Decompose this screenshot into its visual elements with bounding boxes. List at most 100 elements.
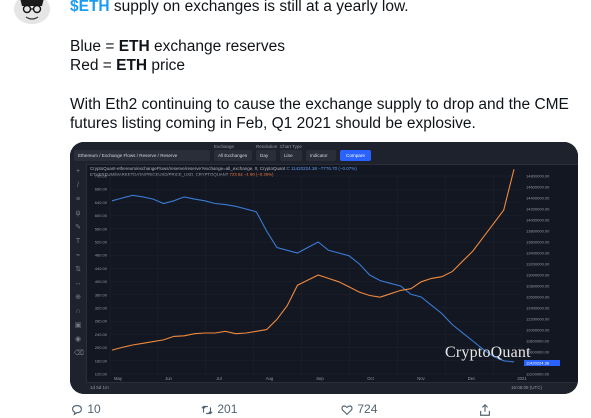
x-axis-label: Oct: [367, 376, 374, 381]
right-axis-tick: 11600000.00: [526, 350, 550, 355]
right-axis-tick: 14200000.00: [526, 207, 550, 212]
share-icon: [480, 403, 490, 416]
chart-type-label: Chart Type: [280, 144, 302, 149]
exchange-select[interactable]: All Exchanges: [214, 150, 252, 161]
right-axis-tick: 12600000.00: [526, 295, 550, 300]
tweet-line-3-bold: ETH: [116, 57, 148, 74]
left-axis-tick: 440.00: [95, 266, 108, 271]
retweet-count: 201: [217, 402, 238, 416]
legend-price-label: ETHEREUM/MARKETDATA/PRICEUSD/PRICE_USD, …: [90, 172, 229, 177]
chart-legend-reserve: CryptoQuant-ethereum/exchangeFlows/reser…: [90, 166, 357, 171]
price-line: [111, 169, 515, 351]
x-axis-label: 2021: [517, 376, 527, 381]
left-axis-tick: 240.00: [95, 332, 108, 337]
current-value-marker: [524, 360, 560, 366]
like-count: 724: [357, 402, 378, 416]
x-axis-label: Nov: [417, 376, 425, 381]
reply-count: 10: [87, 402, 101, 416]
resolution-select[interactable]: Day: [256, 150, 276, 161]
right-axis-tick: 13800000.00: [526, 229, 550, 234]
left-axis-tick: 400.00: [95, 279, 108, 284]
avatar-face-icon: [14, 0, 50, 24]
chart-bottom-bar: 1d 5d 1m 16:05:08 (UTC): [86, 382, 578, 394]
reply-button[interactable]: 10: [70, 402, 101, 417]
tweet-line-3-prefix: Red =: [70, 57, 117, 74]
right-axis-tick: 14000000.00: [526, 218, 550, 223]
left-axis-tick: 640.00: [95, 200, 108, 205]
left-axis-tick: 600.00: [95, 213, 108, 218]
right-axis-tick: 12200000.00: [526, 317, 550, 322]
drawing-toolbar: + / ≡ ψ ✎ T ⌁ ⇅ ↔ ⊕ ∩ ▣ ◉ ⌫: [70, 164, 87, 394]
right-axis-tick: 14600000.00: [526, 185, 550, 190]
exchange-label: Exchange: [214, 144, 235, 149]
right-axis-tick: 12400000.00: [526, 306, 550, 311]
trash-icon[interactable]: ⌫: [74, 350, 84, 357]
resolution-label: Resolution: [256, 144, 278, 149]
tweet-line-2-rest: exchange reserves: [149, 38, 285, 55]
tweet-line-1: $ETH supply on exchanges is still at a y…: [70, 0, 409, 16]
right-axis-tick: 14400000.00: [526, 196, 550, 201]
retweet-icon: [201, 405, 213, 415]
left-axis-tick: 200.00: [95, 345, 108, 350]
tweet-line-5: futures listing coming in Feb, Q1 2021 s…: [70, 115, 476, 132]
right-axis-tick: 11420224.38: [526, 361, 550, 366]
tweet-line-1-text: supply on exchanges is still at a yearly…: [109, 0, 409, 15]
horizontal-line-icon[interactable]: ≡: [75, 196, 81, 203]
right-axis-tick: 13200000.00: [526, 262, 550, 267]
left-axis-tick: 680.00: [95, 187, 108, 192]
reply-icon: [72, 404, 82, 416]
tweet-line-2-prefix: Blue =: [70, 38, 119, 55]
reserve-line: [111, 194, 515, 363]
right-axis-tick: 13000000.00: [526, 273, 550, 278]
chart-image[interactable]: Ethereum / Exchange Flows / Reserve / Re…: [70, 142, 578, 394]
right-axis-tick: 11800000.00: [526, 339, 550, 344]
right-axis-tick: 12800000.00: [526, 284, 550, 289]
chart-legend-price: ETHEREUM/MARKETDATA/PRICEUSD/PRICE_USD, …: [90, 172, 274, 177]
like-button[interactable]: 724: [340, 402, 377, 417]
range-buttons[interactable]: 1d 5d 1m: [90, 385, 109, 390]
brush-icon[interactable]: ✎: [75, 224, 81, 231]
x-axis-label: Jun: [165, 376, 172, 381]
measure-icon[interactable]: ↔: [74, 280, 82, 287]
left-axis-tick: 700.00: [95, 174, 108, 179]
left-axis-tick: 280.00: [95, 319, 108, 324]
tweet-line-3: Red = ETH price: [70, 57, 185, 75]
pattern-icon[interactable]: ⌁: [75, 252, 81, 259]
magnet-icon[interactable]: ∩: [75, 308, 81, 315]
left-axis-tick: 560.00: [95, 226, 108, 231]
tweet-line-4: With Eth2 continuing to cause the exchan…: [70, 96, 569, 113]
prediction-icon[interactable]: ⇅: [75, 266, 81, 273]
trendline-icon[interactable]: /: [77, 182, 79, 189]
indicator-button[interactable]: Indicator: [306, 150, 336, 161]
right-axis-tick: 13600000.00: [526, 240, 550, 245]
tweet-line-2-bold: ETH: [118, 38, 150, 55]
right-axis-tick: 12000000.00: [526, 328, 550, 333]
x-axis-label: Sep: [316, 376, 324, 381]
zoom-icon[interactable]: ⊕: [75, 294, 81, 301]
x-axis-label: May: [114, 376, 123, 381]
legend-reserve-label: CryptoQuant-ethereum/exchangeFlows/reser…: [90, 166, 286, 171]
lock-icon[interactable]: ▣: [74, 322, 82, 329]
retweet-button[interactable]: 201: [200, 402, 237, 417]
chart-timestamp: 16:05:08 (UTC): [510, 385, 542, 390]
left-axis-tick: 480.00: [95, 253, 108, 258]
share-button[interactable]: [478, 402, 492, 417]
compare-button[interactable]: Compare: [340, 150, 371, 161]
tweet-line-3-rest: price: [147, 57, 186, 74]
avatar[interactable]: [14, 0, 50, 24]
metric-breadcrumb-select[interactable]: Ethereum / Exchange Flows / Reserve / Re…: [74, 150, 210, 161]
pitchfork-icon[interactable]: ψ: [75, 210, 81, 217]
left-axis-tick: 360.00: [95, 292, 108, 297]
x-axis-label: Jul: [216, 376, 221, 381]
right-axis-tick: 14800000.00: [526, 174, 550, 179]
x-axis-label: Aug: [266, 376, 274, 381]
reserve-price-chart: 700.00 680.00 640.00 600.00 560.00 520.00 480.…: [95, 169, 560, 381]
x-axis-label: Dec: [468, 376, 475, 381]
legend-price-value: 723.54 −1.90 (−0.26%): [229, 172, 274, 177]
eye-icon[interactable]: ◉: [74, 336, 82, 343]
eth-cashtag-link[interactable]: $ETH: [70, 0, 110, 15]
chart-type-select[interactable]: Line: [280, 150, 302, 161]
crosshair-icon[interactable]: +: [75, 168, 81, 175]
legend-reserve-value: C 11420224.38 −7776.70 (−0.07%): [286, 166, 357, 171]
text-tool-icon[interactable]: T: [75, 238, 81, 245]
